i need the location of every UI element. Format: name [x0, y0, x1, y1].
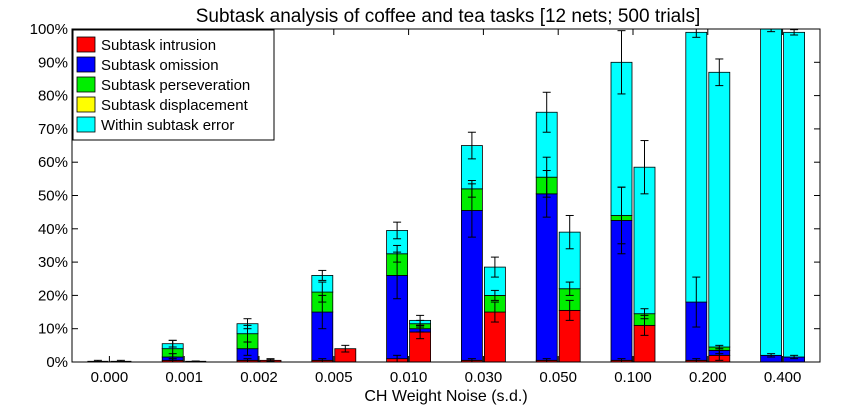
bar-segment [535, 193, 558, 361]
y-tick-label: 40% [38, 221, 68, 238]
legend-label: Within subtask error [101, 117, 234, 134]
legend-label: Subtask displacement [101, 97, 249, 114]
chart-title: Subtask analysis of coffee and tea tasks… [196, 6, 701, 27]
y-tick-label: 30% [38, 254, 68, 271]
legend-swatch [76, 56, 96, 73]
x-axis-title: CH Weight Noise (s.d.) [364, 388, 527, 405]
y-axis: 0% 10% 20% 30% 40% 50% 60% 70% 80% 90% 100% [30, 21, 820, 371]
x-tick-label: 0.100 [614, 369, 652, 386]
x-tick-label: 0.010 [390, 369, 428, 386]
legend-label: Subtask intrusion [101, 37, 216, 54]
legend-box [72, 29, 275, 141]
x-tick-label: 0.030 [465, 369, 503, 386]
x-tick-label: 0.050 [539, 369, 577, 386]
x-tick-label: 0.001 [165, 369, 203, 386]
bars-layer [87, 28, 805, 363]
bar-segment [760, 28, 782, 356]
y-tick-label: 80% [38, 88, 68, 105]
y-tick-label: 70% [38, 121, 68, 138]
legend-swatch [76, 76, 96, 93]
x-tick-label: 0.400 [764, 369, 802, 386]
legend: Subtask intrusion Subtask omission Subtask… [72, 29, 275, 141]
x-tick-label: 0.200 [689, 369, 727, 386]
bar-segment [685, 31, 708, 303]
bar-segment [708, 71, 731, 348]
x-tick-label: 0.005 [315, 369, 353, 386]
x-axis: 0.000 0.001 0.002 0.005 0.010 0.030 0.050 0.100… [91, 29, 802, 386]
bar-segment [783, 31, 805, 358]
y-tick-label: 100% [30, 21, 68, 38]
legend-label: Subtask omission [101, 57, 219, 74]
y-tick-label: 90% [38, 54, 68, 71]
legend-swatch [76, 36, 96, 53]
x-tick-label: 0.000 [91, 369, 129, 386]
y-tick-label: 50% [38, 188, 68, 205]
legend-swatch [76, 116, 96, 133]
legend-label: Subtask perseveration [101, 77, 250, 94]
y-tick-label: 60% [38, 154, 68, 171]
y-tick-label: 20% [38, 287, 68, 304]
y-tick-label: 10% [38, 321, 68, 338]
x-tick-label: 0.002 [240, 369, 278, 386]
legend-swatch [76, 96, 96, 113]
y-tick-label: 0% [46, 354, 68, 371]
